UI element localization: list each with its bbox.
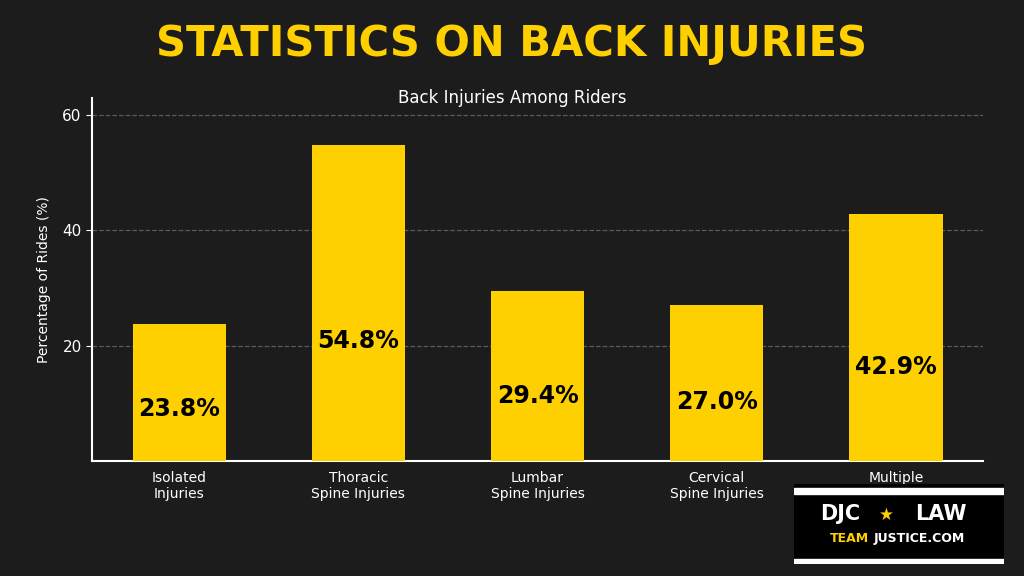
Bar	[849, 214, 942, 461]
Y-axis label: Percentage of Rides (%): Percentage of Rides (%)	[37, 196, 51, 363]
Text: TEAM: TEAM	[830, 532, 869, 545]
Bar	[312, 145, 406, 461]
Text: 27.0%: 27.0%	[676, 390, 758, 414]
Text: Back Injuries Among Riders: Back Injuries Among Riders	[397, 89, 627, 107]
Text: LAW: LAW	[914, 505, 967, 525]
Text: DJC: DJC	[820, 505, 860, 525]
Text: STATISTICS ON BACK INJURIES: STATISTICS ON BACK INJURIES	[157, 23, 867, 65]
Bar	[670, 305, 763, 461]
Text: ★: ★	[879, 506, 893, 524]
Bar	[492, 291, 584, 461]
Bar	[794, 559, 1004, 564]
Text: 54.8%: 54.8%	[317, 329, 399, 353]
Text: 23.8%: 23.8%	[138, 397, 220, 420]
Text: JUSTICE.COM: JUSTICE.COM	[873, 532, 965, 545]
Text: 42.9%: 42.9%	[855, 355, 937, 379]
Bar	[794, 488, 1004, 494]
Bar	[133, 324, 226, 461]
Text: 29.4%: 29.4%	[497, 384, 579, 408]
